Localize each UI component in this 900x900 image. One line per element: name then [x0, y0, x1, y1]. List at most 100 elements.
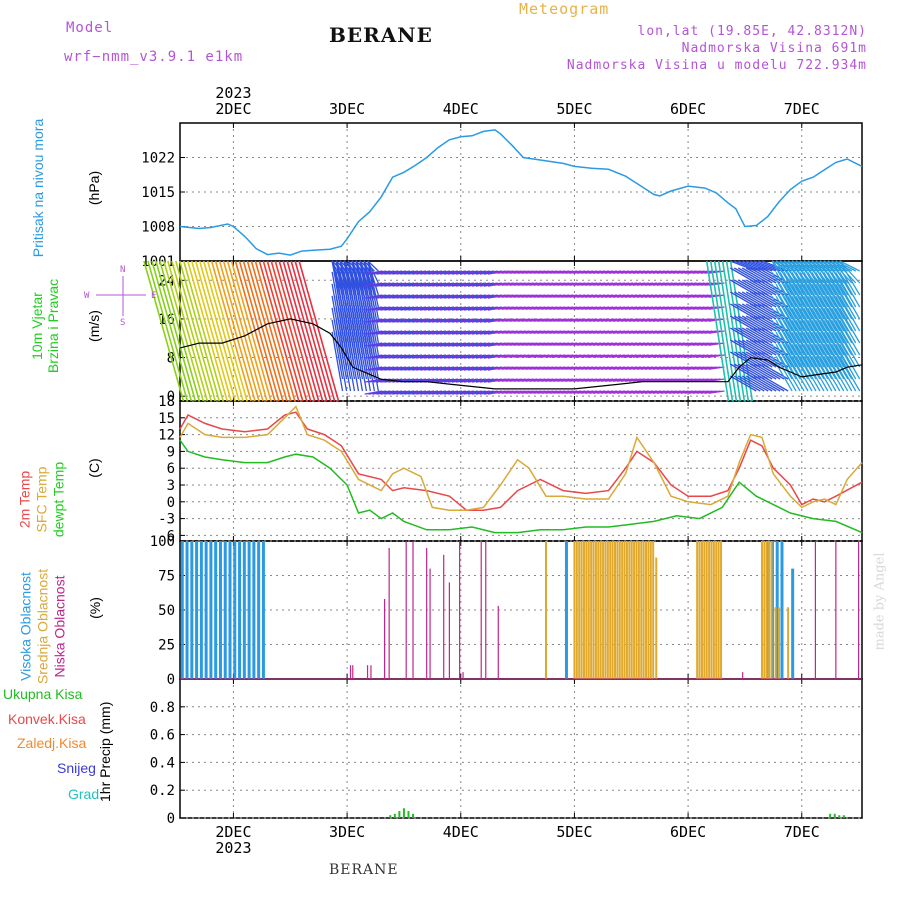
wind-barb — [463, 270, 482, 275]
wind-barb — [400, 306, 419, 311]
wind-barb — [459, 270, 478, 275]
wind-barb — [839, 356, 861, 392]
wind-barb — [803, 320, 825, 356]
wind-barb — [278, 260, 320, 402]
wind-barb — [791, 308, 813, 344]
wind-barb — [452, 390, 470, 395]
wind-barb — [440, 390, 459, 395]
wind-barb — [795, 320, 817, 356]
wind-barb — [775, 296, 797, 332]
wind-barb — [483, 294, 502, 299]
wind-barb — [803, 344, 825, 380]
wind-barb — [388, 270, 407, 275]
wind-barb — [779, 320, 801, 356]
wind-barb — [455, 330, 474, 335]
cloud-bar — [778, 607, 781, 679]
cloud-bars — [180, 541, 860, 679]
cloud-bar — [645, 541, 648, 679]
wind-barb — [795, 260, 817, 296]
cloud-bar — [480, 541, 482, 679]
wind-barb — [835, 332, 857, 368]
y-tick-label: 75 — [158, 569, 175, 585]
wind-barb — [827, 272, 849, 308]
day-label-bottom: 2DEC — [215, 823, 251, 841]
wind-barb — [436, 390, 455, 395]
cloud-bar — [412, 541, 414, 679]
wind-barb — [372, 390, 391, 395]
cloud-bar — [621, 541, 624, 679]
wind-barb — [463, 342, 482, 347]
wind-barb — [420, 282, 439, 287]
wind-barb — [335, 331, 348, 392]
wind-barb — [745, 327, 773, 344]
wind-barb — [819, 260, 841, 296]
wind-barb — [771, 260, 793, 296]
wind-barb — [708, 378, 725, 382]
wind-barb — [483, 378, 502, 383]
wind-barb — [364, 282, 383, 287]
wind-barb — [282, 260, 324, 402]
cloud-bar — [599, 541, 602, 679]
wind-barb — [364, 354, 383, 359]
wind-barb — [745, 375, 773, 392]
wind-barb — [835, 284, 857, 320]
wind-barb — [455, 282, 474, 287]
wind-barb — [753, 363, 781, 380]
cloud-bar — [485, 541, 487, 679]
wind-barb — [479, 354, 498, 359]
day-label-top: 7DEC — [784, 100, 820, 118]
cloud-bar — [717, 541, 720, 679]
wind-barb — [452, 318, 470, 323]
y-tick-label: 12 — [158, 428, 175, 444]
wind-barb — [372, 306, 391, 311]
wind-barb — [436, 306, 455, 311]
cloud-bar — [204, 541, 208, 679]
cloud-bar — [252, 541, 256, 679]
wind-barb — [246, 260, 288, 402]
wind-barb — [803, 284, 825, 320]
wind-barb — [376, 354, 395, 359]
wind-barb — [811, 260, 833, 296]
wind-barb — [432, 342, 451, 347]
wind-barb — [408, 330, 427, 335]
wind-barb — [753, 267, 781, 284]
wind-barb — [404, 354, 423, 359]
wind-barb — [783, 296, 805, 332]
wind-barb — [380, 306, 399, 311]
precip-bar — [412, 813, 415, 818]
wind-barb — [467, 390, 486, 395]
wind-barb — [424, 306, 443, 311]
wind-barb — [831, 344, 853, 380]
cloud-bar — [623, 541, 626, 679]
wind-barb — [416, 306, 435, 311]
cloud-bar — [628, 541, 631, 679]
wind-barb — [783, 260, 805, 296]
wind-barb — [795, 296, 817, 332]
wind-barb — [807, 356, 829, 392]
wind-barb — [376, 306, 395, 311]
wind-barb — [167, 260, 209, 402]
cloud-bar — [698, 541, 701, 679]
wind-barb — [388, 354, 407, 359]
wind-barb — [364, 330, 383, 335]
cloud-bar — [775, 541, 779, 679]
wind-barb — [452, 378, 470, 383]
wind-barb — [463, 390, 482, 395]
wind-barb — [455, 354, 474, 359]
wind-barb — [384, 390, 403, 395]
wind-barb — [467, 306, 486, 311]
wind-barb — [475, 318, 494, 323]
wind-barb — [412, 318, 431, 323]
wind-barb — [815, 296, 837, 332]
wind-barb — [416, 330, 435, 335]
wind-barb — [467, 366, 486, 371]
wind-barb — [729, 375, 757, 392]
wind-barb — [384, 342, 403, 347]
wind-barb — [787, 356, 809, 392]
compass-east: E — [151, 291, 156, 301]
wind-barb — [408, 342, 427, 347]
wind-barb — [815, 260, 837, 296]
wind-barb — [432, 378, 451, 383]
wind-barb — [783, 344, 805, 380]
cloud-bar — [497, 605, 499, 679]
